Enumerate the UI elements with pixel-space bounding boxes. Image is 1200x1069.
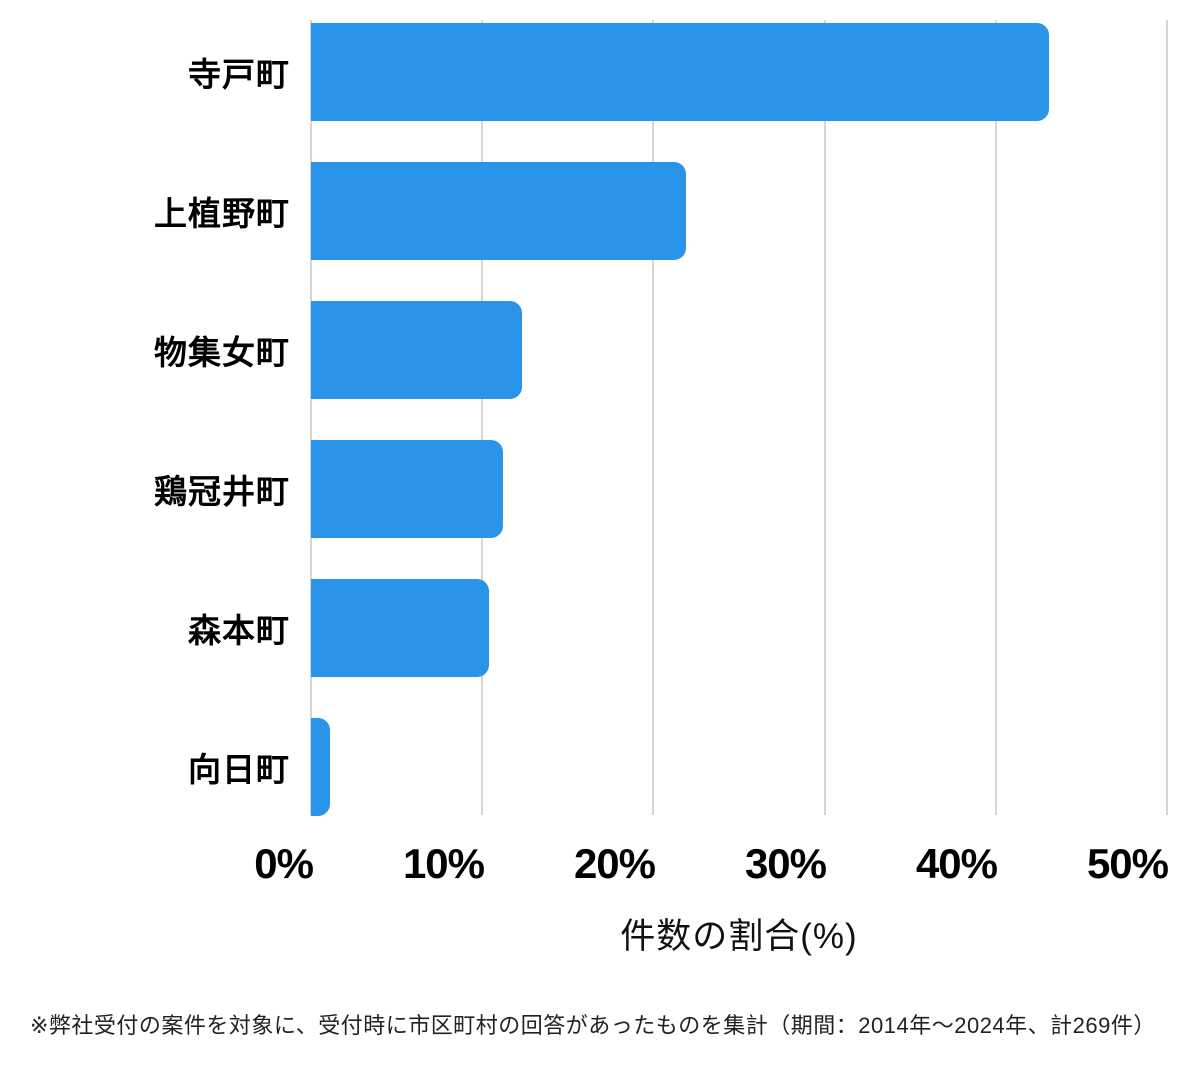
category-label: 向日町 [188,750,290,788]
category-label: 寺戸町 [188,56,290,94]
gridline-20 [652,20,655,815]
category-label: 物集女町 [154,334,290,372]
gridline-50 [1166,20,1168,815]
bar-series [311,3,1167,836]
bar [311,23,1049,122]
category-label: 上植野町 [154,195,290,233]
gridline-40 [994,20,997,815]
plot-area [310,20,1168,815]
bar-row [311,697,1167,836]
category-label: 鶏冠井町 [154,472,290,510]
bar [311,162,686,261]
bar [311,439,503,538]
x-tick-label: 50% [1086,840,1169,887]
x-tick-label: 40% [915,840,998,887]
footnote-text: ※弊社受付の案件を対象に、受付時に市区町村の回答があったものを集計（期間：201… [30,1013,1156,1038]
bar-row [311,281,1167,420]
x-axis-title: 件数の割合(%) [620,917,858,956]
bar-row [311,3,1167,142]
gridline-10 [481,20,484,815]
gridline-30 [823,20,826,815]
x-tick-label: 20% [573,840,656,887]
bar [311,717,330,816]
bar-row [311,419,1167,558]
bar [311,301,522,400]
x-tick-label: 30% [744,840,827,887]
x-tick-label: 0% [254,840,314,887]
bar-row [311,142,1167,281]
x-tick-label: 10% [402,840,485,887]
category-axis: 寺戸町 上植野町 物集女町 鶏冠井町 森本町 向日町 [0,3,290,836]
bar [311,578,490,677]
category-label: 森本町 [188,611,290,649]
gridline-0 [310,20,312,815]
bar-row [311,558,1167,697]
